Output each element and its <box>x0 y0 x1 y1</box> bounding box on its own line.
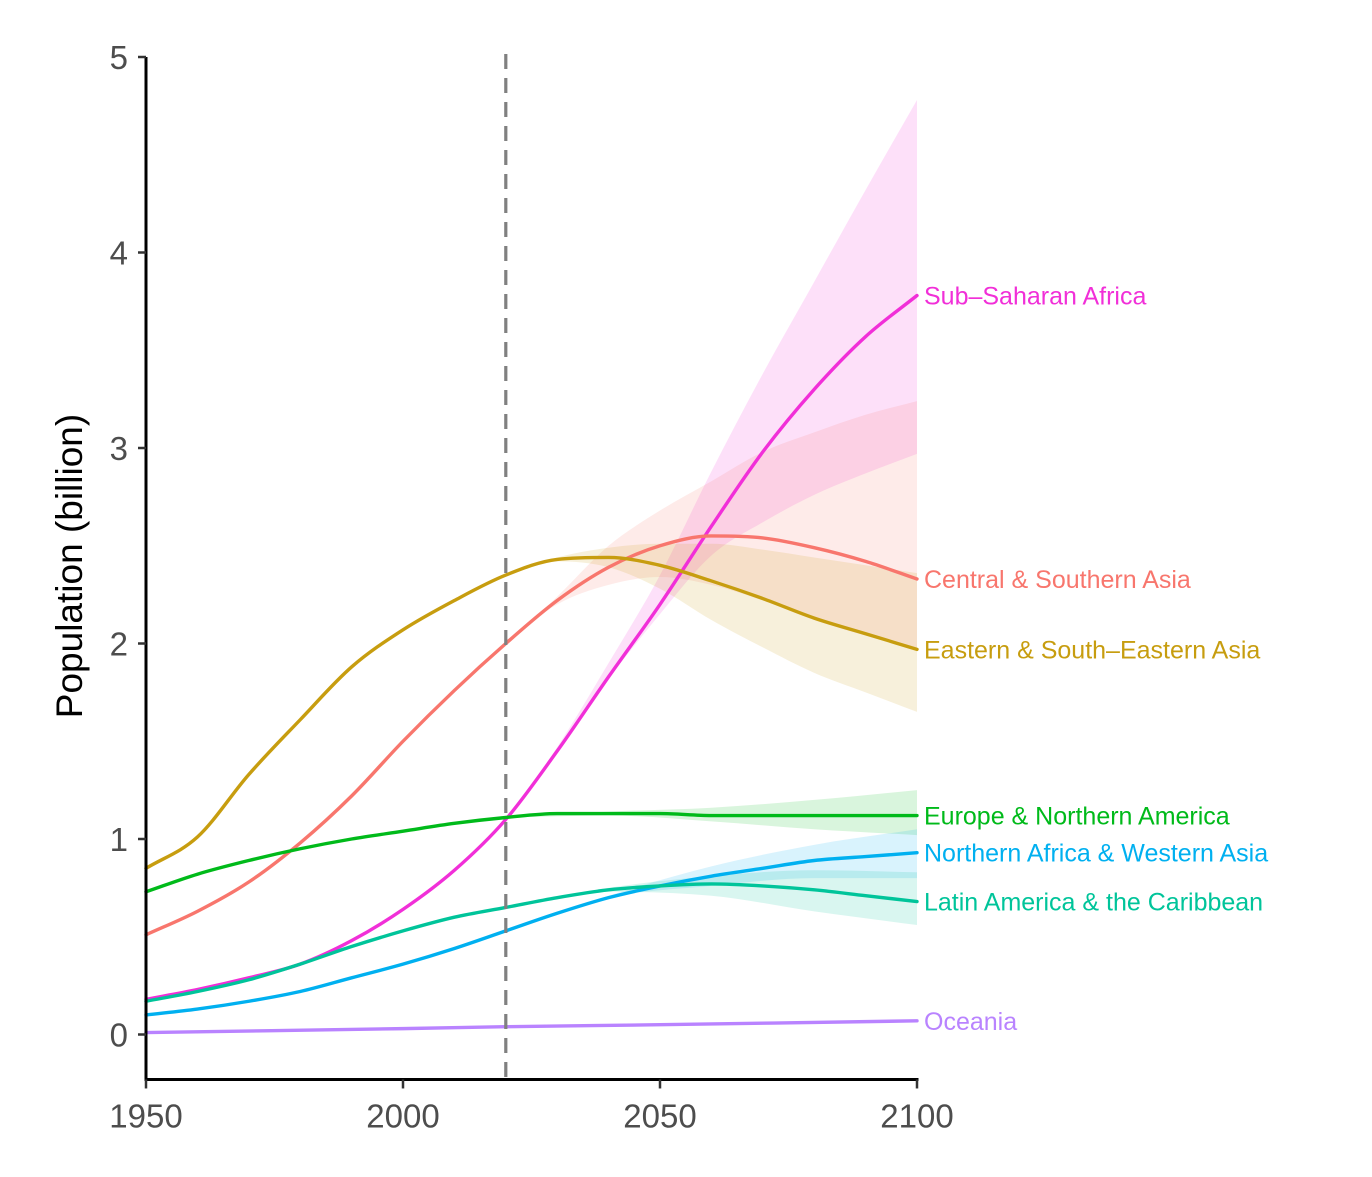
y-tick-label: 2 <box>110 626 128 663</box>
y-axis-label: Population (billion) <box>49 414 90 718</box>
y-tick-label: 4 <box>110 235 128 272</box>
europe-northern-america-label: Europe & Northern America <box>924 803 1230 831</box>
northern-africa-western-asia-label: Northern Africa & Western Asia <box>924 840 1268 868</box>
central-southern-asia-line <box>144 534 919 937</box>
sub-saharan-africa-label: Sub–Saharan Africa <box>924 283 1146 311</box>
eastern-south-eastern-asia-line <box>144 555 919 871</box>
sub-saharan-africa-uncertainty-band <box>505 100 917 820</box>
x-tick-label: 2050 <box>623 1097 696 1134</box>
northern-africa-western-asia-line <box>144 850 919 1017</box>
y-tick-label: 0 <box>110 1017 128 1054</box>
series-labels: Sub–Saharan Africa Central & Southern Asi… <box>924 283 1268 1036</box>
eastern-south-eastern-asia-uncertainty-band <box>505 543 917 712</box>
oceania-line <box>144 1019 919 1035</box>
northern-africa-western-asia-uncertainty-band <box>505 829 917 931</box>
oceania-label: Oceania <box>924 1008 1017 1036</box>
y-tick-label: 3 <box>110 430 128 467</box>
y-tick-label: 5 <box>110 39 128 76</box>
central-southern-asia-label: Central & Southern Asia <box>924 566 1191 594</box>
uncertainty-bands <box>505 100 917 931</box>
x-tick-label: 2000 <box>366 1097 439 1134</box>
europe-northern-america-uncertainty-band <box>505 790 917 836</box>
latin-america-the-caribbean-line <box>144 882 919 1003</box>
x-tick-label: 2100 <box>880 1097 953 1134</box>
latin-america-the-caribbean-label: Latin America & the Caribbean <box>924 889 1263 917</box>
europe-northern-america-line <box>144 811 919 894</box>
eastern-south-eastern-asia-label: Eastern & South–Eastern Asia <box>924 636 1260 664</box>
axes: 0 1 2 3 4 5 1950 2000 2050 2100 <box>109 39 953 1134</box>
y-tick-label: 1 <box>110 821 128 858</box>
latin-america-the-caribbean-uncertainty-band <box>505 870 917 926</box>
x-tick-label: 1950 <box>109 1097 182 1134</box>
